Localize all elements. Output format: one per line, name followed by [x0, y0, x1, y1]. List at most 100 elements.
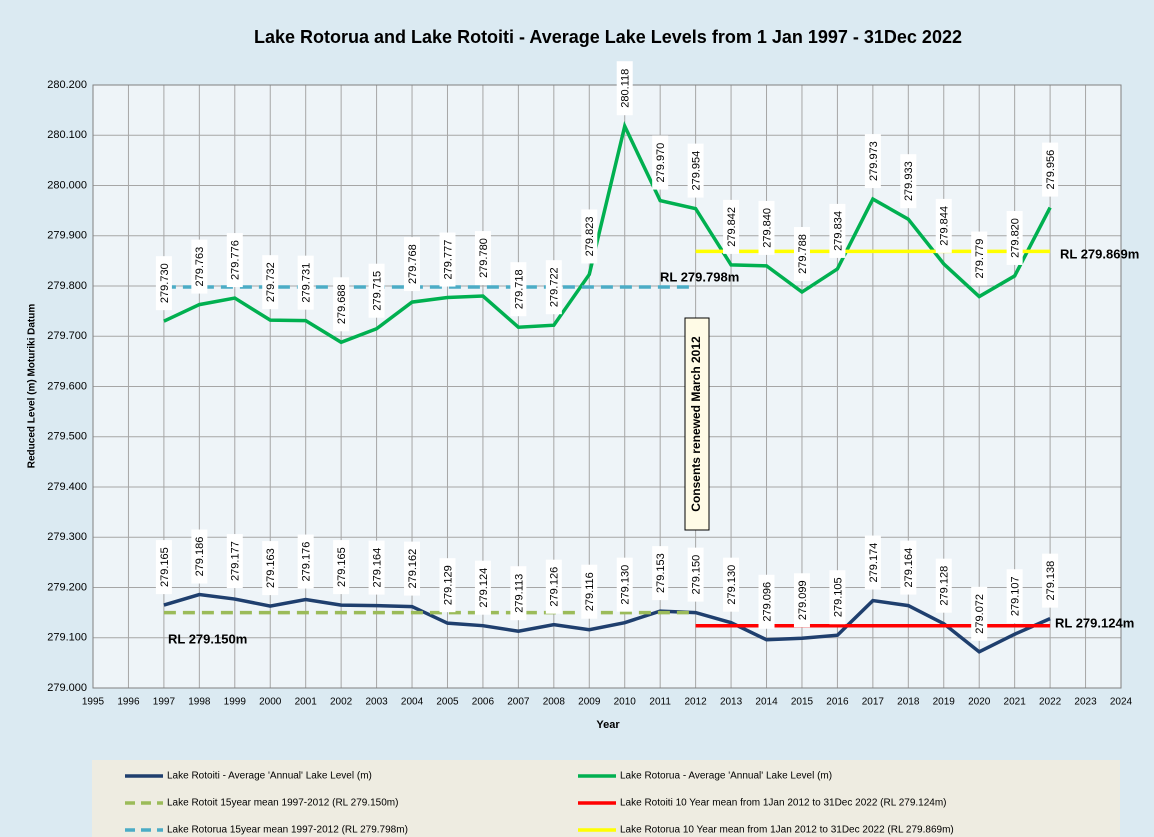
data-label-text: 279.105 [832, 577, 844, 617]
data-label-box [545, 559, 562, 614]
data-label: 279.099 [793, 573, 810, 628]
data-label-text: 279.130 [726, 565, 738, 605]
data-label-box [829, 203, 846, 258]
data-label-box [333, 277, 350, 332]
y-tick-label: 280.200 [47, 79, 87, 91]
data-label-box [1042, 142, 1059, 197]
y-tick-label: 279.900 [47, 230, 87, 242]
y-tick-label: 279.500 [47, 431, 87, 443]
y-tick-label: 279.100 [47, 632, 87, 644]
data-label-text: 279.129 [442, 565, 454, 605]
data-label-text: 279.165 [336, 547, 348, 587]
y-tick-label: 280.100 [47, 129, 87, 141]
data-label: 279.844 [935, 198, 952, 253]
data-label-box [864, 134, 881, 189]
data-label: 279.138 [1042, 553, 1059, 608]
data-label-box [439, 558, 456, 613]
data-label-text: 280.118 [620, 69, 632, 108]
data-label-text: 279.823 [584, 217, 596, 257]
x-tick-label: 2004 [401, 697, 424, 708]
data-label-text: 279.124 [478, 568, 490, 608]
data-label-box [900, 540, 917, 595]
data-label-text: 279.150 [691, 555, 703, 595]
data-label-text: 279.162 [407, 549, 419, 589]
data-label: 279.970 [652, 135, 669, 190]
data-label: 279.186 [191, 529, 208, 584]
x-tick-label: 2015 [791, 697, 814, 708]
data-label-box [191, 239, 208, 294]
data-label-text: 279.096 [761, 582, 773, 622]
y-tick-label: 279.700 [47, 330, 87, 342]
data-label-text: 279.834 [832, 211, 844, 251]
data-label-box [510, 566, 527, 621]
data-label-text: 279.788 [797, 234, 809, 274]
data-label: 279.164 [368, 540, 385, 595]
data-label: 279.788 [793, 227, 810, 282]
data-label-box [723, 557, 740, 612]
legend-label: Lake Rotorua - Average 'Annual' Lake Lev… [620, 771, 832, 782]
annotation: RL 279.798m [660, 269, 739, 284]
annotation-box [684, 317, 710, 531]
data-label-box [439, 232, 456, 287]
legend-box [92, 760, 1120, 837]
data-label-text: 279.099 [797, 580, 809, 620]
x-axis-label: Year [596, 719, 620, 731]
data-label-box [155, 256, 172, 311]
data-label: 279.165 [333, 540, 350, 595]
data-label-text: 279.954 [691, 151, 703, 191]
legend-label: Lake Rotoiti 10 Year mean from 1Jan 2012… [620, 798, 947, 809]
x-tick-label: 2009 [578, 697, 601, 708]
x-tick-label: 2001 [295, 697, 318, 708]
data-label-text: 279.731 [301, 263, 313, 303]
data-label: 279.956 [1042, 142, 1059, 197]
data-label-box [900, 154, 917, 209]
data-label: 279.820 [1006, 210, 1023, 265]
data-label-box [333, 540, 350, 595]
data-label-box [474, 560, 491, 615]
x-tick-label: 2023 [1074, 697, 1097, 708]
data-label-text: 279.116 [584, 572, 596, 611]
annotation: RL 279.869m [1060, 246, 1139, 261]
series-line [163, 120, 1052, 345]
data-label-text: 279.718 [513, 269, 525, 309]
data-label: 279.779 [971, 231, 988, 286]
data-label-box [616, 61, 633, 116]
data-label-text: 279.763 [194, 247, 206, 287]
data-label-text: 279.956 [1045, 150, 1057, 190]
data-label: 279.163 [262, 541, 279, 596]
data-label-text: 279.130 [620, 565, 632, 605]
x-tick-label: 1995 [82, 697, 105, 708]
plot-border [92, 84, 1122, 689]
data-label-text: 279.165 [159, 547, 171, 587]
x-tick-label: 1999 [224, 697, 247, 708]
data-label: 279.130 [723, 557, 740, 612]
data-label: 279.715 [368, 263, 385, 318]
data-label: 279.842 [723, 199, 740, 254]
data-label-text: 279.970 [655, 143, 667, 183]
x-tick-label: 2018 [897, 697, 920, 708]
data-label-box [687, 143, 704, 198]
legend-label: Lake Rotoiti - Average 'Annual' Lake Lev… [167, 771, 372, 782]
data-label: 279.176 [297, 534, 314, 589]
data-label: 279.776 [226, 233, 243, 288]
data-label-box [404, 237, 421, 292]
annotation: RL 279.150m [168, 631, 247, 646]
data-label-text: 279.128 [939, 566, 951, 606]
data-label: 279.834 [829, 203, 846, 258]
x-tick-label: 2017 [862, 697, 885, 708]
data-label-box [474, 231, 491, 286]
data-label-text: 279.107 [1010, 576, 1022, 616]
x-tick-label: 2021 [1004, 697, 1027, 708]
data-label-text: 279.163 [265, 548, 277, 588]
x-tick-label: 2019 [933, 697, 956, 708]
x-tick-label: 1996 [117, 697, 140, 708]
data-label-text: 279.688 [336, 284, 348, 324]
data-label-box [723, 199, 740, 254]
data-label-box [155, 540, 172, 595]
data-label-text: 279.722 [549, 267, 561, 307]
data-label: 279.107 [1006, 569, 1023, 624]
data-label-text: 279.840 [761, 208, 773, 248]
x-tick-label: 2020 [968, 697, 991, 708]
data-label: 279.113 [510, 566, 527, 621]
